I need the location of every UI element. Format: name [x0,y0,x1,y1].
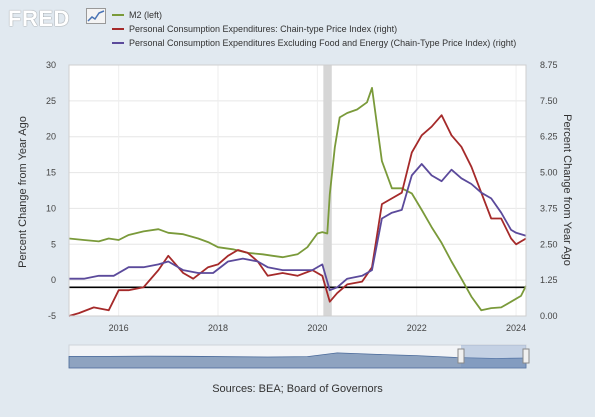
y-tick-label-left: 15 [46,168,56,178]
series-line-1 [68,114,527,317]
series-line-2 [69,163,527,292]
legend-item-m2[interactable]: M2 (left) [112,8,516,22]
y-tick-label-right: 0.00 [540,311,558,321]
range-handle-left[interactable] [457,348,465,364]
y-tick-label-left: 20 [46,132,56,142]
x-tick-label: 2018 [208,323,228,333]
plot-border [68,64,527,317]
fred-logo[interactable]: FRED [8,6,70,31]
y-tick-label-left: 0 [51,275,56,285]
legend-label: Personal Consumption Expenditures: Chain… [129,24,398,34]
y-tick-label-right: 3.75 [540,203,558,213]
legend-label: M2 (left) [129,10,163,20]
y-tick-label-right: 7.50 [540,96,558,106]
x-tick-label: 2016 [109,323,129,333]
y-tick-label-right: 1.25 [540,275,558,285]
plot-background [69,65,526,316]
legend-swatch-core-pce [112,42,124,44]
navigator-selection[interactable] [461,345,526,368]
series-line-0 [68,87,527,312]
y-tick-label-left: -5 [48,311,56,321]
y-tick-label-left: 10 [46,203,56,213]
x-tick-label: 2020 [307,323,327,333]
range-handle-right[interactable] [522,348,530,364]
recession-shading [323,65,332,316]
legend-swatch-pce [112,28,124,30]
navigator-series [68,352,527,369]
legend-item-pce[interactable]: Personal Consumption Expenditures: Chain… [112,22,516,36]
y-tick-label-right: 2.50 [540,239,558,249]
y-tick-label-left: 30 [46,60,56,70]
legend-swatch-m2 [112,14,124,16]
line-chart-icon [86,8,106,24]
x-tick-label: 2024 [506,323,526,333]
y-tick-label-right: 5.00 [540,168,558,178]
legend-item-core-pce[interactable]: Personal Consumption Expenditures Exclud… [112,36,516,50]
source-text: Sources: BEA; Board of Governors [212,383,383,395]
legend-label: Personal Consumption Expenditures Exclud… [129,38,517,48]
y-tick-label-right: 6.25 [540,132,558,142]
x-tick-label: 2022 [407,323,427,333]
chart-legend: M2 (left) Personal Consumption Expenditu… [112,8,516,50]
y-tick-label-left: 25 [46,96,56,106]
y-tick-label-left: 5 [51,239,56,249]
y-tick-label-right: 8.75 [540,60,558,70]
